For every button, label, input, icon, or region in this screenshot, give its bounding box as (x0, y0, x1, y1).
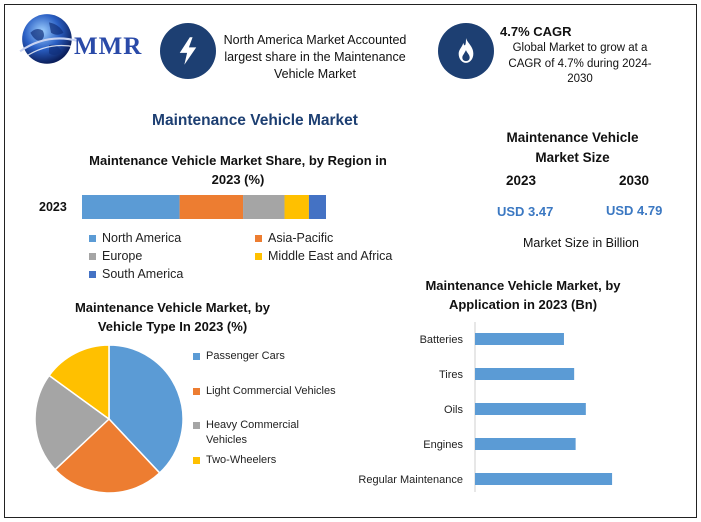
pie-legend-item-heavy-commercial-vehicles: Heavy Commercial Vehicles (193, 418, 353, 448)
legend-swatch (255, 234, 262, 242)
market-size-value-2023: USD 3.47 (497, 204, 554, 219)
region-chart-title: Maintenance Vehicle Market Share, by Reg… (89, 153, 387, 187)
pie-slice-passenger-cars (108, 344, 184, 475)
legend-label: Middle East and Africa (268, 249, 393, 263)
market-size-title: Maintenance Vehicle Market Size (506, 130, 639, 165)
legend-swatch (193, 457, 200, 464)
flame-icon-badge (438, 23, 494, 79)
legend-swatch (89, 252, 96, 260)
market-size-year-2030: 2030 (619, 173, 650, 188)
legend-label: Light Commercial Vehicles (206, 385, 336, 397)
vehicle-type-chart-title: Maintenance Vehicle Market, by Vehicle T… (74, 300, 271, 334)
market-size-note: Market Size in Billion (522, 236, 639, 250)
legend-label: North America (102, 231, 182, 245)
legend-item-south-america: South America (89, 267, 183, 281)
legend-item-north-america: North America (89, 231, 181, 245)
legend-swatch (193, 422, 200, 429)
region-bar-category-label: 2023 (39, 200, 67, 214)
legend-swatch (89, 234, 96, 242)
north-america-highlight-text: North America Market Accounted largest s… (223, 33, 407, 81)
application-chart-title: Maintenance Vehicle Market, by Applicati… (425, 278, 621, 312)
region-bar-segment-europe (243, 195, 285, 219)
lightning-bolt-icon (179, 37, 197, 65)
legend-item-asia-pacific: Asia-Pacific (255, 231, 333, 245)
cagr-description: Global Market to grow at a CAGR of 4.7% … (508, 42, 652, 85)
legend-label: Two-Wheelers (206, 454, 277, 466)
legend-label: Passenger Cars (206, 350, 285, 362)
pie-slice-heavy-commercial-vehicles (34, 374, 111, 471)
legend-label: Asia-Pacific (268, 231, 334, 245)
region-stacked-bar (82, 195, 326, 219)
market-size-value-2030: USD 4.79 (606, 203, 663, 218)
legend-item-middle-east-and-africa: Middle East and Africa (255, 249, 392, 263)
legend-item-europe: Europe (89, 249, 142, 263)
pie-slice-light-commercial-vehicles (53, 417, 161, 494)
vehicle-type-pie-chart (34, 344, 184, 494)
legend-label: Europe (102, 249, 143, 263)
region-bar-segment-asia-pacific (179, 195, 244, 219)
legend-swatch (255, 252, 262, 260)
region-bar-segment-south-america (308, 195, 326, 219)
legend-label: Heavy Commercial Vehicles (206, 419, 299, 446)
pie-legend-item-passenger-cars: Passenger Cars (193, 349, 353, 364)
pie-legend-item-light-commercial-vehicles: Light Commercial Vehicles (193, 384, 353, 399)
region-bar-segment-middle-east-and-africa (284, 195, 309, 219)
flame-icon (458, 38, 474, 63)
cagr-title: 4.7% CAGR (500, 24, 572, 39)
main-title: Maintenance Vehicle Market (152, 112, 358, 129)
globe-logo-icon (19, 14, 79, 64)
legend-label: South America (102, 267, 184, 281)
legend-swatch (193, 388, 200, 395)
pie-legend-item-two-wheelers: Two-Wheelers (193, 453, 353, 468)
lightning-icon-badge (160, 23, 216, 79)
market-size-year-2023: 2023 (506, 173, 537, 188)
pie-slice-two-wheelers (48, 344, 110, 421)
legend-swatch (193, 353, 200, 360)
infographic-frame (4, 4, 697, 518)
legend-swatch (89, 270, 96, 278)
brand-logo-text: MMR (74, 33, 143, 60)
region-bar-segment-north-america (82, 195, 180, 219)
